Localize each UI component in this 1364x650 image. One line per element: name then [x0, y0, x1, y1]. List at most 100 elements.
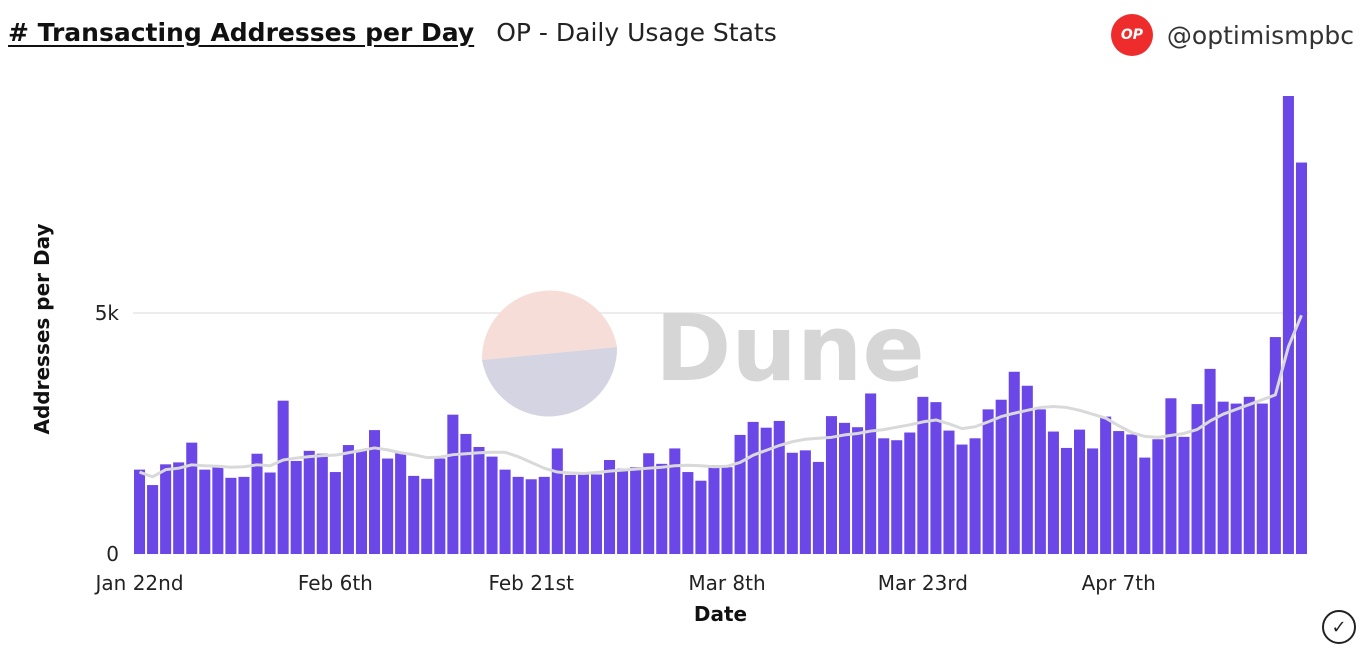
bar[interactable] — [1060, 447, 1072, 554]
bar[interactable] — [1087, 448, 1099, 554]
bar[interactable] — [199, 469, 211, 554]
bar[interactable] — [799, 450, 811, 554]
bar[interactable] — [643, 453, 655, 554]
bar[interactable] — [1295, 162, 1307, 555]
bar[interactable] — [316, 453, 328, 554]
bar[interactable] — [395, 453, 407, 554]
user-badge[interactable]: OP @optimismpbc — [1110, 14, 1354, 56]
check-circle-icon[interactable]: ✓ — [1322, 610, 1356, 644]
bar[interactable] — [839, 422, 851, 554]
bar[interactable] — [773, 420, 785, 554]
bar[interactable] — [173, 462, 185, 554]
bar[interactable] — [1230, 403, 1242, 554]
bar[interactable] — [551, 448, 563, 554]
bar[interactable] — [369, 430, 381, 554]
bar[interactable] — [447, 414, 459, 554]
bar[interactable] — [1256, 403, 1268, 554]
bar[interactable] — [212, 466, 224, 554]
dashboard-subtitle: OP - Daily Usage Stats — [496, 18, 777, 47]
bar[interactable] — [1074, 429, 1086, 554]
bar[interactable] — [969, 438, 981, 554]
bar[interactable] — [1243, 396, 1255, 554]
bar[interactable] — [891, 440, 903, 554]
bar[interactable] — [421, 478, 433, 554]
x-tick-label: Apr 7th — [1082, 571, 1156, 595]
bar[interactable] — [734, 434, 746, 554]
bar[interactable] — [303, 450, 315, 554]
bar[interactable] — [1100, 416, 1112, 554]
bar[interactable] — [277, 400, 289, 554]
bar[interactable] — [238, 476, 250, 554]
bar[interactable] — [760, 427, 772, 554]
bar[interactable] — [499, 469, 511, 554]
bar[interactable] — [251, 453, 263, 554]
bar[interactable] — [995, 399, 1007, 554]
bar[interactable] — [590, 474, 602, 554]
bar[interactable] — [1178, 436, 1190, 554]
bar[interactable] — [904, 432, 916, 554]
x-tick-label: Feb 21st — [488, 571, 574, 595]
bar[interactable] — [617, 468, 629, 554]
bar[interactable] — [342, 445, 354, 554]
bar[interactable] — [721, 467, 733, 554]
bar[interactable] — [538, 476, 550, 554]
bar[interactable] — [604, 459, 616, 554]
bar[interactable] — [1021, 385, 1033, 554]
bar[interactable] — [930, 402, 942, 554]
bar[interactable] — [525, 479, 537, 554]
bar[interactable] — [812, 461, 824, 554]
bar[interactable] — [1191, 404, 1203, 554]
bar[interactable] — [1034, 409, 1046, 554]
bar[interactable] — [630, 467, 642, 554]
bar[interactable] — [473, 446, 485, 554]
bar[interactable] — [1152, 439, 1164, 554]
bar[interactable] — [982, 409, 994, 554]
y-tick-label: 5k — [95, 301, 120, 325]
bar[interactable] — [434, 458, 446, 554]
bar[interactable] — [878, 438, 890, 554]
bar[interactable] — [329, 472, 341, 554]
bar[interactable] — [865, 393, 877, 554]
bar[interactable] — [786, 452, 798, 554]
bar[interactable] — [708, 465, 720, 554]
bar[interactable] — [408, 475, 420, 554]
bar[interactable] — [577, 474, 589, 554]
bar[interactable] — [695, 480, 707, 554]
bar[interactable] — [512, 476, 524, 554]
bar[interactable] — [1282, 96, 1294, 554]
bar[interactable] — [1047, 431, 1059, 554]
bar[interactable] — [355, 449, 367, 554]
bar[interactable] — [382, 458, 394, 554]
bar[interactable] — [460, 433, 472, 554]
bar[interactable] — [1269, 337, 1281, 554]
bar[interactable] — [943, 430, 955, 554]
bar[interactable] — [852, 427, 864, 554]
bar[interactable] — [1126, 434, 1138, 554]
bar[interactable] — [225, 477, 237, 554]
watermark-text: Dune — [655, 295, 925, 402]
bar[interactable] — [656, 463, 668, 554]
bar[interactable] — [486, 456, 498, 554]
bar[interactable] — [290, 460, 302, 554]
bar[interactable] — [682, 472, 694, 554]
bar[interactable] — [669, 448, 681, 554]
bar[interactable] — [564, 474, 576, 554]
bar[interactable] — [956, 444, 968, 554]
bar[interactable] — [186, 442, 198, 554]
username-link[interactable]: @optimismpbc — [1166, 20, 1354, 50]
bar[interactable] — [825, 416, 837, 554]
bar[interactable] — [1204, 368, 1216, 554]
bar[interactable] — [917, 396, 929, 554]
bar[interactable] — [1217, 401, 1229, 554]
bar[interactable] — [147, 485, 159, 554]
x-tick-label: Mar 23rd — [878, 571, 968, 595]
bar[interactable] — [1165, 398, 1177, 554]
bar[interactable] — [160, 464, 172, 554]
chart-title-link[interactable]: # Transacting Addresses per Day — [8, 18, 475, 47]
bar[interactable] — [1139, 457, 1151, 554]
bar[interactable] — [1008, 371, 1020, 554]
bar[interactable] — [747, 421, 759, 554]
bar[interactable] — [1113, 431, 1125, 554]
bar[interactable] — [264, 472, 276, 554]
bar[interactable] — [134, 469, 146, 554]
